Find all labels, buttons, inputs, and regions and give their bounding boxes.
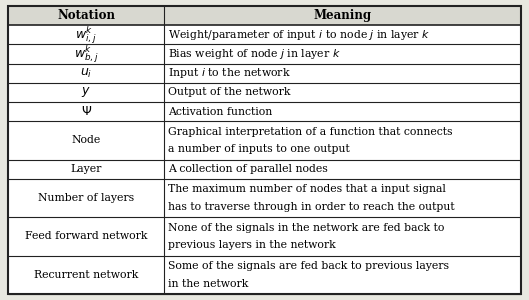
- Text: Notation: Notation: [57, 9, 115, 22]
- Text: Feed forward network: Feed forward network: [25, 231, 148, 242]
- Text: $y$: $y$: [81, 85, 91, 99]
- Text: None of the signals in the network are fed back to: None of the signals in the network are f…: [168, 223, 445, 232]
- Text: $u_{i}$: $u_{i}$: [80, 67, 93, 80]
- Text: in the network: in the network: [168, 279, 249, 289]
- Text: $\Psi$: $\Psi$: [80, 105, 92, 118]
- Text: Layer: Layer: [70, 164, 102, 174]
- Text: previous layers in the network: previous layers in the network: [168, 240, 336, 250]
- Text: Node: Node: [71, 135, 101, 146]
- Bar: [8, 6, 521, 25]
- Text: Input $i$ to the network: Input $i$ to the network: [168, 66, 291, 80]
- Text: a number of inputs to one output: a number of inputs to one output: [168, 144, 350, 154]
- Text: Graphical interpretation of a function that connects: Graphical interpretation of a function t…: [168, 127, 453, 136]
- Text: $w_{b,j}^{k}$: $w_{b,j}^{k}$: [74, 43, 98, 65]
- Text: Activation function: Activation function: [168, 106, 273, 117]
- Text: Number of layers: Number of layers: [38, 193, 134, 203]
- Text: Some of the signals are fed back to previous layers: Some of the signals are fed back to prev…: [168, 261, 450, 271]
- Text: has to traverse through in order to reach the output: has to traverse through in order to reac…: [168, 202, 455, 212]
- Text: The maximum number of nodes that a input signal: The maximum number of nodes that a input…: [168, 184, 446, 194]
- Text: $w_{i,j}^{k}$: $w_{i,j}^{k}$: [76, 24, 97, 46]
- Text: A collection of parallel nodes: A collection of parallel nodes: [168, 164, 328, 174]
- Text: Output of the network: Output of the network: [168, 87, 291, 98]
- Text: Recurrent network: Recurrent network: [34, 270, 139, 280]
- Text: Weight/parameter of input $i$ to node $j$ in layer $k$: Weight/parameter of input $i$ to node $j…: [168, 28, 431, 42]
- Text: Bias weight of node $j$ in layer $k$: Bias weight of node $j$ in layer $k$: [168, 47, 341, 61]
- Text: Meaning: Meaning: [314, 9, 372, 22]
